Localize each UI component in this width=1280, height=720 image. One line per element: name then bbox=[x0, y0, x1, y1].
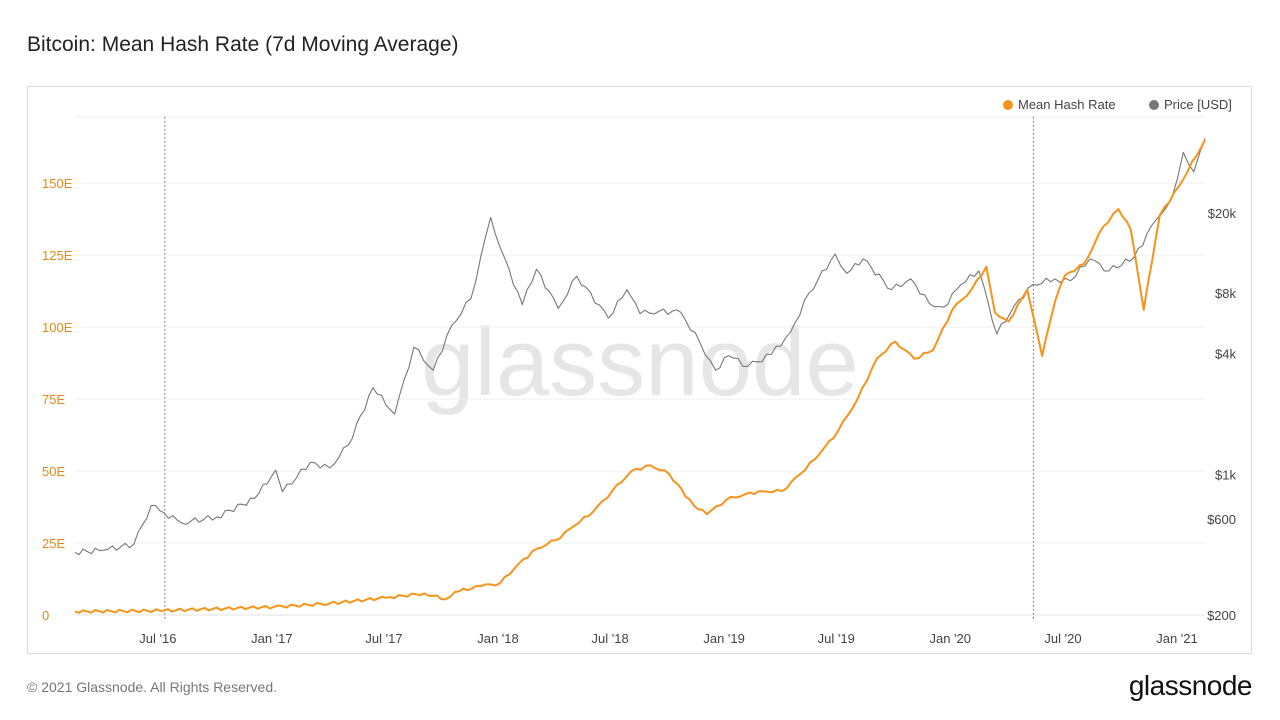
chart-title: Bitcoin: Mean Hash Rate (7d Moving Avera… bbox=[27, 33, 459, 56]
y-right-tick-label: $4k bbox=[1215, 346, 1236, 361]
y-left-tick-label: 0 bbox=[42, 608, 49, 623]
hash-rate-line bbox=[74, 139, 1206, 614]
price-line bbox=[74, 138, 1206, 556]
x-tick-label: Jan '17 bbox=[251, 631, 293, 646]
legend-label: Price [USD] bbox=[1164, 97, 1232, 112]
y-right-tick-label: $200 bbox=[1207, 608, 1236, 623]
legend-label: Mean Hash Rate bbox=[1018, 97, 1116, 112]
x-tick-label: Jan '19 bbox=[703, 631, 745, 646]
x-tick-label: Jan '21 bbox=[1156, 631, 1198, 646]
legend-item-hash-rate[interactable]: Mean Hash Rate bbox=[1003, 97, 1116, 112]
y-left-tick-label: 50E bbox=[42, 464, 65, 479]
x-tick-label: Jan '20 bbox=[929, 631, 971, 646]
chart-frame bbox=[27, 86, 1252, 654]
legend-dot-icon bbox=[1003, 99, 1013, 110]
y-left-tick-label: 150E bbox=[42, 176, 73, 191]
y-left-tick-label: 125E bbox=[42, 248, 73, 263]
x-tick-label: Jan '18 bbox=[477, 631, 519, 646]
y-right-tick-label: $20k bbox=[1208, 206, 1237, 221]
glassnode-logo: glassnode bbox=[1128, 670, 1253, 701]
x-tick-label: Jul '18 bbox=[592, 631, 629, 646]
y-left-tick-label: 25E bbox=[42, 536, 65, 551]
legend-item-price[interactable]: Price [USD] bbox=[1149, 97, 1232, 112]
y-left-tick-label: 100E bbox=[42, 320, 73, 335]
y-right-tick-label: $600 bbox=[1207, 512, 1236, 527]
y-right-tick-label: $8k bbox=[1215, 286, 1236, 301]
copyright: © 2021 Glassnode. All Rights Reserved. bbox=[27, 679, 278, 695]
y-left-tick-label: 75E bbox=[42, 392, 65, 407]
x-tick-label: Jul '19 bbox=[818, 631, 855, 646]
x-tick-label: Jul '16 bbox=[139, 631, 176, 646]
watermark: glassnode bbox=[421, 309, 859, 416]
x-tick-label: Jul '17 bbox=[365, 631, 402, 646]
x-tick-label: Jul '20 bbox=[1044, 631, 1081, 646]
y-right-tick-label: $1k bbox=[1215, 467, 1236, 482]
legend-dot-icon bbox=[1149, 99, 1159, 110]
